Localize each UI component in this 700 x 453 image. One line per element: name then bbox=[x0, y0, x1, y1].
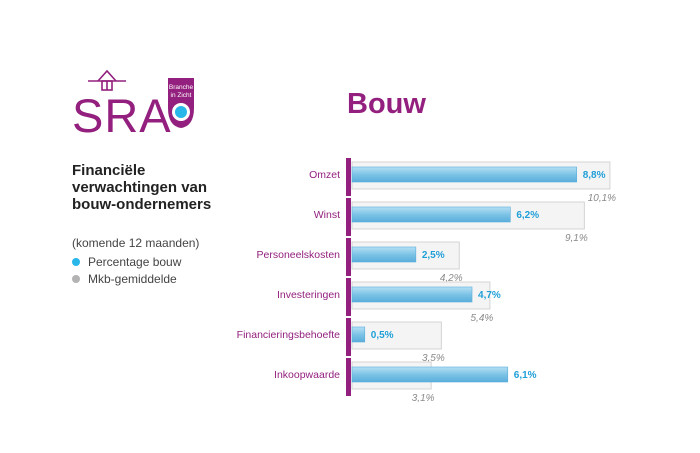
bouw-value-label: 2,5% bbox=[422, 250, 445, 261]
mkb-value-label: 3,1% bbox=[412, 393, 435, 404]
house-icon bbox=[88, 69, 126, 91]
badge-text-1: Branche bbox=[169, 84, 194, 91]
mkb-value-label: 3,5% bbox=[422, 353, 445, 364]
page-heading: Bouw bbox=[347, 88, 426, 120]
sra-logo: Branche in Zicht bbox=[88, 69, 194, 128]
mkb-bar bbox=[351, 241, 460, 270]
legend-label: Mkb-gemiddelde bbox=[88, 271, 177, 286]
mkb-value-label: 10,1% bbox=[588, 193, 616, 204]
mkb-bar bbox=[351, 201, 585, 230]
legend: Percentage bouw Mkb-gemiddelde bbox=[72, 253, 181, 287]
mkb-bar bbox=[351, 361, 432, 390]
category-label: Omzet bbox=[309, 169, 340, 181]
axis-segment bbox=[346, 238, 351, 276]
category-label: Personeelskosten bbox=[257, 249, 341, 261]
chart-subtitle: (komende 12 maanden) bbox=[72, 236, 200, 250]
bouw-value-label: 6,2% bbox=[516, 210, 539, 221]
axis-segment bbox=[346, 158, 351, 196]
bouw-bar bbox=[351, 366, 509, 383]
bouw-bar bbox=[351, 166, 578, 183]
logo-text: SRA bbox=[72, 89, 172, 142]
legend-dot-icon bbox=[72, 257, 80, 266]
legend-dot-icon bbox=[72, 274, 80, 283]
legend-label: Percentage bouw bbox=[88, 254, 182, 269]
axis-segment bbox=[346, 318, 351, 356]
axis-segment bbox=[346, 198, 351, 236]
branche-badge: Branche in Zicht bbox=[168, 78, 194, 128]
bouw-value-label: 6,1% bbox=[514, 370, 537, 381]
bouw-value-label: 0,5% bbox=[371, 330, 394, 341]
bouw-bar bbox=[351, 326, 366, 343]
mkb-value-label: 5,4% bbox=[470, 313, 493, 324]
badge-text-2: in Zicht bbox=[171, 92, 192, 99]
mkb-bar bbox=[351, 281, 491, 310]
axis-segment bbox=[346, 358, 351, 396]
bouw-value-label: 8,8% bbox=[583, 170, 606, 181]
mkb-value-label: 4,2% bbox=[440, 273, 463, 284]
bouw-bar bbox=[351, 286, 473, 303]
mkb-value-label: 9,1% bbox=[565, 233, 588, 244]
bouw-bar bbox=[351, 206, 511, 223]
category-label: Inkoopwaarde bbox=[274, 369, 340, 381]
chart-title: Financiële verwachtingen van bouw-ondern… bbox=[72, 162, 212, 213]
mkb-bar bbox=[351, 321, 442, 350]
axis-segment bbox=[346, 278, 351, 316]
legend-item-mkb: Mkb-gemiddelde bbox=[72, 270, 181, 287]
category-label: Winst bbox=[314, 209, 340, 221]
legend-item-bouw: Percentage bouw bbox=[72, 253, 181, 270]
mkb-bar bbox=[351, 161, 611, 190]
bouw-bar bbox=[351, 246, 417, 263]
bouw-value-label: 4,7% bbox=[478, 290, 501, 301]
category-label: Investeringen bbox=[277, 289, 340, 301]
category-label: Financieringsbehoefte bbox=[237, 329, 340, 341]
